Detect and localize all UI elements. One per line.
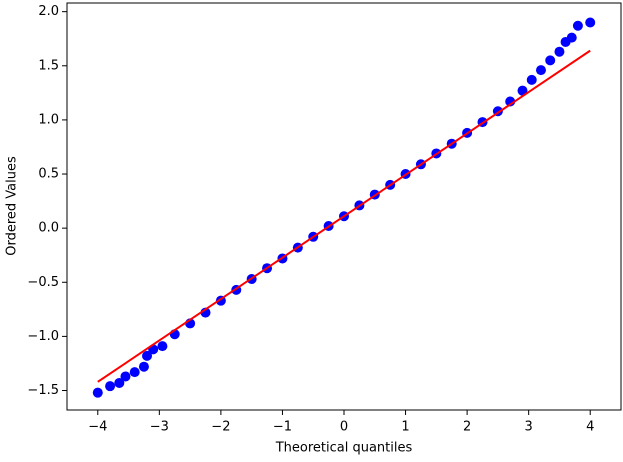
plot-frame [66,2,622,411]
y-tick-label: 2.0 [38,4,59,19]
point [566,32,577,43]
fit-line [97,49,591,383]
x-tick-label: −3 [150,420,169,435]
y-tick-label: 1.5 [38,58,59,73]
x-tick-label: −4 [88,420,107,435]
point [114,377,125,388]
y-tick-label: −1.5 [27,383,59,398]
point [572,20,583,31]
point [157,341,168,352]
point [92,387,103,398]
y-tick-label: −1.0 [27,329,59,344]
point [142,350,153,361]
point [526,74,537,85]
x-tick-label: −1 [273,420,292,435]
y-axis-label: Ordered Values [5,156,20,256]
point [120,371,131,382]
point [535,65,546,76]
y-tick-label: 0.0 [38,221,59,236]
x-axis-label: Theoretical quantiles [275,441,413,456]
point [517,85,528,96]
x-tick-label: 1 [401,420,409,435]
x-tick-label: 4 [586,420,594,435]
point [545,55,556,66]
point [554,46,565,57]
point [505,96,516,107]
y-tick-label: 0.5 [38,167,59,182]
x-tick-label: 2 [463,420,471,435]
point [129,367,140,378]
point [105,381,116,392]
x-tick-label: 0 [340,420,348,435]
y-tick-label: −0.5 [27,275,59,290]
x-tick-label: 3 [525,420,533,435]
x-tick-label: −2 [211,420,230,435]
point [585,17,596,28]
y-tick-label: 1.0 [38,112,59,127]
point [138,361,149,372]
